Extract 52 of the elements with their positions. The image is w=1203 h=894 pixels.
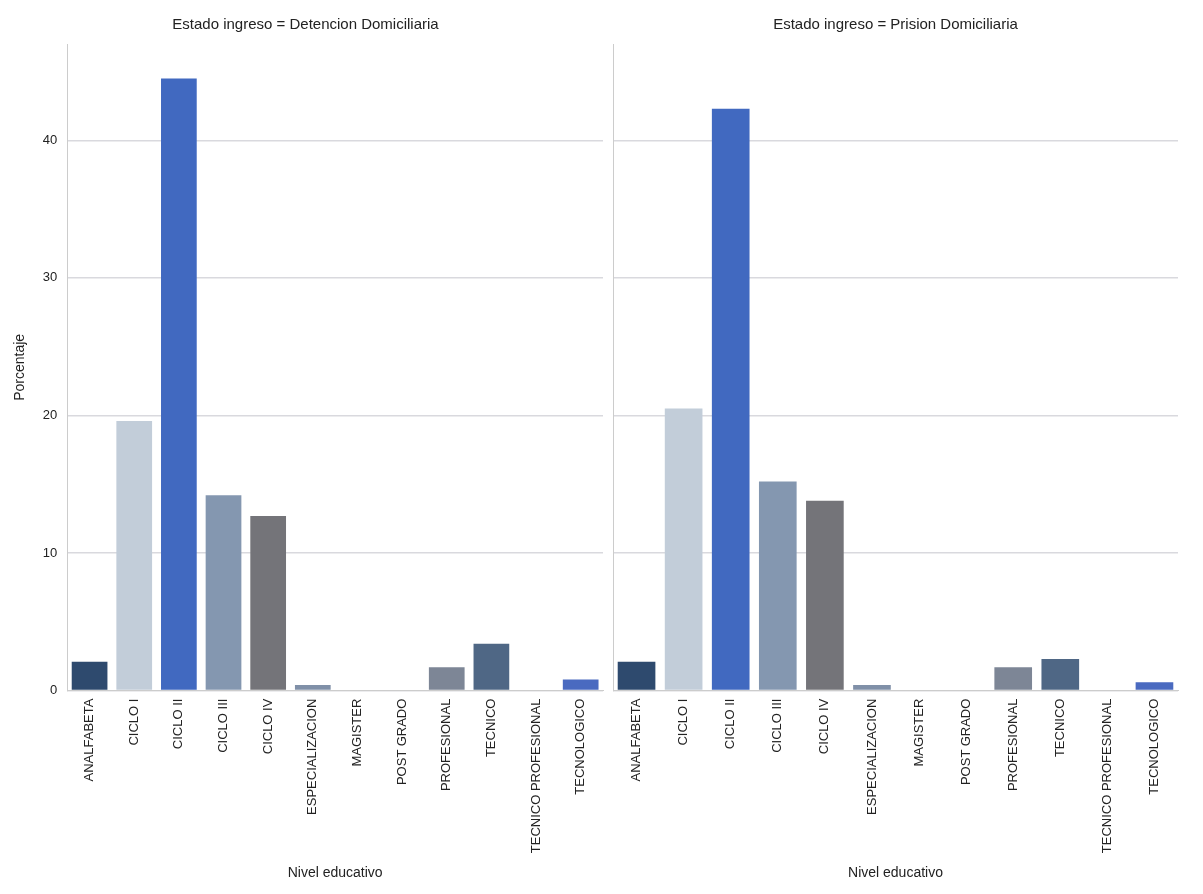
y-tick-label: 30 xyxy=(42,269,58,285)
bar xyxy=(617,661,656,690)
bar xyxy=(1135,682,1174,690)
x-tick-label: MAGISTER xyxy=(910,698,926,767)
x-tick-label: CICLO I xyxy=(125,698,141,746)
chart-title: Estado ingreso = Detencion Domiciliaria xyxy=(172,15,440,33)
bar xyxy=(205,495,242,690)
x-tick-label: MAGISTER xyxy=(349,698,365,767)
y-axis-title: Porcentaje xyxy=(11,333,28,401)
x-tick-label: PROFESIONAL xyxy=(1004,698,1020,792)
bar xyxy=(71,661,108,690)
y-tick-label: 40 xyxy=(42,131,58,147)
x-tick-label: TECNICO xyxy=(482,698,498,758)
bar xyxy=(1041,658,1080,690)
x-tick-label: CICLO II xyxy=(722,698,738,750)
bar xyxy=(853,685,891,690)
x-tick-label: CICLO III xyxy=(769,698,785,753)
x-tick-label: TECNICO PROFESIONAL xyxy=(527,698,543,854)
x-tick-label: PROFESIONAL xyxy=(438,698,454,792)
x-tick-label: ESPECIALIZACION xyxy=(304,698,320,815)
chart-title: Estado ingreso = Prision Domiciliaria xyxy=(773,15,1019,33)
x-tick-label: CICLO I xyxy=(675,698,691,746)
x-tick-label: TECNOLOGICO xyxy=(1146,698,1162,795)
y-tick-label: 20 xyxy=(42,407,58,423)
bar xyxy=(664,408,703,690)
bar xyxy=(116,420,153,690)
x-tick-label: POST GRADO xyxy=(957,698,973,786)
x-tick-label: ANALFABETA xyxy=(628,698,644,782)
x-axis-title: Nivel educativo xyxy=(848,864,944,881)
x-tick-label: CICLO IV xyxy=(816,698,832,755)
bar xyxy=(428,667,465,690)
x-tick-label: CICLO III xyxy=(215,698,231,753)
x-tick-label: POST GRADO xyxy=(393,698,409,786)
bar xyxy=(711,108,750,690)
x-tick-label: TECNICO PROFESIONAL xyxy=(1098,698,1114,854)
y-tick-label: 10 xyxy=(42,544,58,560)
bar xyxy=(250,515,287,690)
x-tick-label: CICLO IV xyxy=(259,698,275,755)
bar xyxy=(994,667,1033,690)
x-tick-label: ANALFABETA xyxy=(81,698,97,782)
x-tick-label: TECNICO xyxy=(1051,698,1067,758)
bar xyxy=(161,78,197,690)
x-axis-title: Nivel educativo xyxy=(287,864,383,881)
x-tick-label: ESPECIALIZACION xyxy=(863,698,879,815)
x-tick-label: TECNOLOGICO xyxy=(572,698,588,795)
bar xyxy=(806,500,844,690)
bar xyxy=(294,685,331,690)
bar xyxy=(473,643,510,690)
bar xyxy=(758,481,797,690)
bar xyxy=(562,679,599,690)
x-tick-label: CICLO II xyxy=(170,698,186,750)
y-tick-label: 0 xyxy=(50,682,58,698)
